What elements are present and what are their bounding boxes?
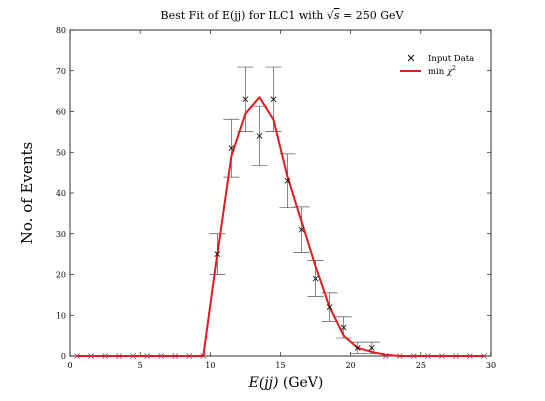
data-point: [270, 96, 277, 103]
data-point: [439, 353, 445, 359]
data-point: [453, 353, 459, 359]
y-tick-label: 30: [56, 230, 66, 239]
x-axis: 0 5 10 15 20 25 30: [67, 30, 496, 370]
x-tick-label: 25: [416, 361, 426, 370]
x-tick-label: 30: [486, 361, 496, 370]
data-point: [284, 177, 291, 184]
data-point: [186, 353, 193, 359]
y-tick-label: 10: [56, 311, 66, 320]
fit-line-group: [77, 96, 484, 357]
data-point: [326, 304, 333, 310]
data-point: [116, 353, 122, 359]
legend-data-label: Input Data: [428, 54, 474, 64]
data-point: [214, 251, 221, 258]
data-point: [74, 353, 80, 359]
data-point: [144, 353, 151, 359]
legend: Input Data min χ2: [400, 54, 474, 77]
data-point: [102, 353, 108, 359]
chart-title-suffix: = 250 GeV: [340, 9, 405, 22]
y-tick-label: 60: [56, 108, 66, 117]
y-tick-label: 0: [61, 352, 66, 361]
x-tick-label: 10: [205, 361, 215, 370]
x-tick-label: 15: [275, 361, 285, 370]
fit-line: [77, 96, 484, 357]
data-point: [200, 353, 207, 359]
data-point: [242, 96, 249, 103]
y-axis: 0 10 20 30 40 50 60 70 80: [56, 26, 491, 361]
legend-data-marker: [407, 54, 415, 62]
y-tick-label: 80: [56, 26, 66, 35]
y-tick-label: 20: [56, 271, 66, 280]
legend-fit-label: min χ2: [428, 65, 456, 77]
data-point: [368, 344, 375, 351]
x-axis-title-unit: (GeV): [283, 375, 324, 391]
legend-fit-label-prefix: min: [428, 67, 447, 77]
data-point: [312, 275, 319, 282]
data-point: [382, 353, 389, 359]
data-point: [158, 353, 165, 359]
data-point: [130, 353, 137, 359]
x-tick-label: 20: [346, 361, 356, 370]
x-tick-label: 0: [67, 361, 72, 370]
x-axis-title: E(jj) (GeV): [248, 375, 324, 391]
x-tick-label: 5: [138, 361, 143, 370]
legend-fit-label-symbol: χ: [446, 67, 453, 77]
data-point: [88, 353, 94, 359]
data-point: [172, 353, 179, 359]
y-tick-label: 50: [56, 148, 66, 157]
x-axis-title-var: E(jj): [248, 375, 279, 391]
chart-title-prefix: Best Fit of E(jj) for ILC1 with: [161, 9, 327, 22]
data-point: [340, 324, 347, 331]
data-point: [481, 353, 487, 359]
data-point: [256, 133, 263, 139]
y-axis-title: No. of Events: [18, 142, 36, 244]
chart-title-sqrt-symbol: √: [327, 9, 335, 22]
chart-title: Best Fit of E(jj) for ILC1 with √s = 250…: [161, 9, 405, 22]
errorbars: [209, 66, 380, 354]
data-point: [396, 353, 403, 359]
legend-fit-label-sup: 2: [452, 65, 456, 72]
data-point: [228, 145, 235, 152]
data-markers: [74, 96, 487, 359]
plot-area: [69, 29, 492, 357]
data-point: [298, 226, 305, 233]
y-tick-label: 70: [56, 67, 66, 76]
data-point: [354, 344, 361, 351]
chart-title-sqrt-arg: s: [334, 9, 340, 22]
y-tick-label: 40: [56, 189, 66, 198]
data-point: [424, 353, 431, 359]
data-point: [410, 353, 417, 359]
data-point: [467, 353, 473, 359]
